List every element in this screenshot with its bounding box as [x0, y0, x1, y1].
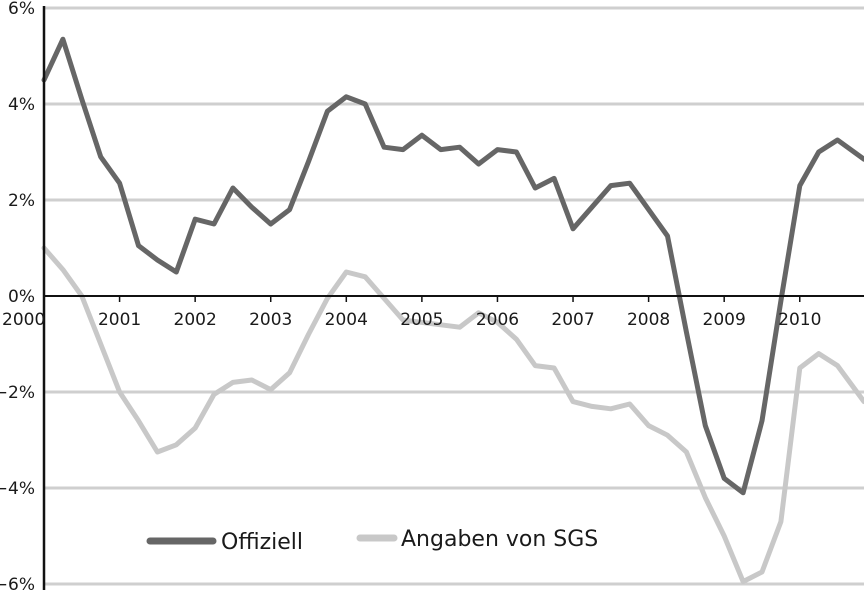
x-tick-label-10: 2010 — [778, 310, 821, 330]
x-tick-label-4: 2004 — [325, 310, 368, 330]
y-tick-labels: 6% 4% 2% 0% −2% −4% −6% — [0, 0, 35, 593]
x-tick-label-6: 2006 — [476, 310, 519, 330]
x-tick-label-0: 2000 — [2, 310, 45, 330]
series-line-0 — [41, 36, 864, 496]
y-tick-label-6: −6% — [0, 575, 35, 593]
series-lines — [41, 36, 864, 585]
y-tick-label-1: 4% — [8, 95, 35, 115]
legend-label-offiziell: Offiziell — [221, 530, 303, 555]
legend: Offiziell Angaben von SGS — [146, 527, 598, 555]
x-tick-label-1: 2001 — [98, 310, 141, 330]
y-tick-label-5: −4% — [0, 479, 35, 499]
x-tick-labels: 2000 2001 2002 2003 2004 2005 2006 2007 2008 2009… — [2, 296, 821, 330]
x-tick-label-3: 2003 — [249, 310, 292, 330]
x-tick-label-8: 2008 — [627, 310, 670, 330]
legend-label-sgs: Angaben von SGS — [401, 527, 598, 552]
y-tick-label-0: 6% — [8, 0, 35, 19]
x-tick-label-2: 2002 — [174, 310, 217, 330]
series-line-1 — [41, 245, 864, 585]
x-tick-label-5: 2005 — [400, 310, 443, 330]
y-tick-label-4: −2% — [0, 383, 35, 403]
grid-lines — [44, 6, 864, 586]
x-tick-label-9: 2009 — [703, 310, 746, 330]
y-tick-label-3: 0% — [8, 287, 35, 307]
axes — [42, 6, 864, 590]
x-tick-label-7: 2007 — [551, 310, 594, 330]
y-tick-label-2: 2% — [8, 191, 35, 211]
